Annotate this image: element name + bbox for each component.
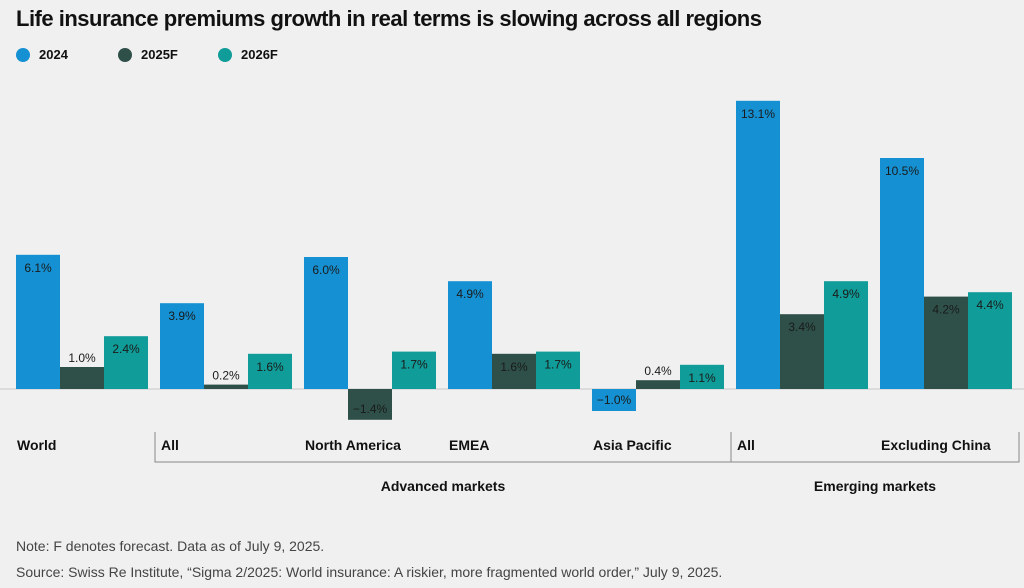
legend: 2024 2025F 2026F <box>16 47 318 62</box>
bar <box>880 158 924 389</box>
bar <box>248 353 292 389</box>
group-bracket <box>730 432 1020 463</box>
data-label: −1.0% <box>597 393 632 407</box>
legend-label: 2025F <box>141 47 178 62</box>
data-label: 1.0% <box>68 351 96 365</box>
category-label: All <box>737 437 755 453</box>
bar <box>392 351 436 389</box>
data-label: 4.2% <box>932 303 960 317</box>
bar <box>348 389 392 420</box>
bar <box>592 389 636 411</box>
legend-swatch <box>16 47 30 62</box>
bar <box>736 100 780 390</box>
data-label: 3.9% <box>168 309 196 323</box>
bar <box>448 281 492 389</box>
bar <box>60 367 104 389</box>
category-label: World <box>17 437 56 453</box>
legend-label: 2026F <box>241 47 278 62</box>
bar <box>160 303 204 389</box>
bar-chart: 6.1% 1.0% 2.4% World 3.9% 0.2% 1.6% All 6.0% −1.4… <box>0 100 1024 494</box>
bar <box>824 281 868 389</box>
data-label: 0.2% <box>212 369 240 383</box>
legend-item-2024: 2024 <box>16 47 118 62</box>
data-label: 10.5% <box>885 164 919 178</box>
bar <box>204 384 248 389</box>
bar <box>16 254 60 389</box>
data-label: 13.1% <box>741 107 775 121</box>
legend-swatch <box>118 47 132 62</box>
bar <box>968 292 1012 389</box>
category-label: All <box>161 437 179 453</box>
group-label: Advanced markets <box>381 478 506 494</box>
bar <box>924 296 968 389</box>
data-label: 2.4% <box>112 342 140 356</box>
data-label: 1.6% <box>500 360 528 374</box>
data-label: 3.4% <box>788 320 816 334</box>
data-label: 6.0% <box>312 263 340 277</box>
category-label: EMEA <box>449 437 489 453</box>
data-label: 1.1% <box>688 371 716 385</box>
chart-title: Life insurance premiums growth in real t… <box>16 6 762 31</box>
data-label: 6.1% <box>24 261 52 275</box>
bar <box>536 351 580 389</box>
bar <box>104 336 148 389</box>
legend-item-2026f: 2026F <box>218 47 318 62</box>
source: Source: Swiss Re Institute, “Sigma 2/202… <box>16 564 723 580</box>
data-label: 1.7% <box>400 358 428 372</box>
legend-swatch <box>218 47 232 62</box>
bar <box>304 257 348 389</box>
data-label: 1.7% <box>544 358 572 372</box>
legend-label: 2024 <box>39 47 68 62</box>
data-label: 0.4% <box>644 364 672 378</box>
data-label: 1.6% <box>256 360 284 374</box>
group-label: Emerging markets <box>814 478 936 494</box>
data-label: 4.9% <box>456 287 484 301</box>
bar <box>780 314 824 389</box>
legend-item-2025f: 2025F <box>118 47 218 62</box>
bar <box>492 353 536 389</box>
bar <box>636 380 680 389</box>
data-label: 4.9% <box>832 287 860 301</box>
bar <box>680 364 724 389</box>
data-label: −1.4% <box>353 402 388 416</box>
note: Note: F denotes forecast. Data as of Jul… <box>16 538 325 554</box>
category-label: Asia Pacific <box>593 437 672 453</box>
category-label: Excluding China <box>881 437 991 453</box>
data-label: 4.4% <box>976 298 1004 312</box>
category-label: North America <box>305 437 401 453</box>
